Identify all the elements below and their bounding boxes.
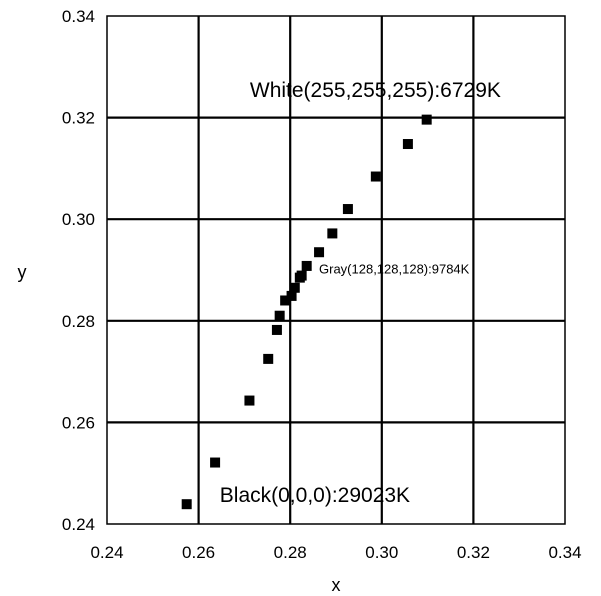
x-tick-label: 0.24 xyxy=(90,543,123,562)
point-annotation: White(255,255,255):6729K xyxy=(250,79,501,102)
x-tick-label: 0.30 xyxy=(365,543,398,562)
data-point xyxy=(289,282,300,293)
grid-lines xyxy=(107,16,565,524)
plot-frame xyxy=(106,15,566,525)
y-tick-label: 0.24 xyxy=(62,515,95,534)
data-point xyxy=(286,290,297,301)
data-point xyxy=(263,353,274,364)
data-point xyxy=(271,324,282,335)
point-annotation: Black(0,0,0):29023K xyxy=(220,484,410,507)
data-point xyxy=(314,247,325,258)
x-axis-label: x xyxy=(332,575,341,595)
y-tick-label: 0.34 xyxy=(62,7,95,26)
data-point xyxy=(296,270,307,281)
data-point xyxy=(210,457,221,468)
y-tick-label: 0.32 xyxy=(62,109,95,128)
x-tick-label: 0.32 xyxy=(457,543,490,562)
data-point xyxy=(274,310,285,321)
annotations: White(255,255,255):6729K Gray(128,128,128… xyxy=(220,79,501,507)
x-tick-label: 0.28 xyxy=(274,543,307,562)
data-point xyxy=(342,204,353,215)
y-axis-ticks: 0.24 0.26 0.28 0.30 0.32 0.34 xyxy=(62,7,95,534)
point-annotation: Gray(128,128,128):9784K xyxy=(319,262,470,277)
data-point xyxy=(244,395,255,406)
data-point xyxy=(301,260,312,271)
y-axis-label: y xyxy=(18,262,27,282)
x-tick-label: 0.34 xyxy=(548,543,581,562)
y-tick-label: 0.30 xyxy=(62,210,95,229)
x-tick-label: 0.26 xyxy=(182,543,215,562)
data-point xyxy=(327,228,338,239)
data-point xyxy=(280,295,291,306)
data-point xyxy=(181,499,192,510)
data-point xyxy=(402,139,413,150)
y-tick-label: 0.28 xyxy=(62,312,95,331)
data-point xyxy=(370,171,381,182)
x-axis-ticks: 0.24 0.26 0.28 0.30 0.32 0.34 xyxy=(90,543,581,562)
data-points xyxy=(181,114,432,510)
data-point xyxy=(421,114,432,125)
y-tick-label: 0.26 xyxy=(62,413,95,432)
